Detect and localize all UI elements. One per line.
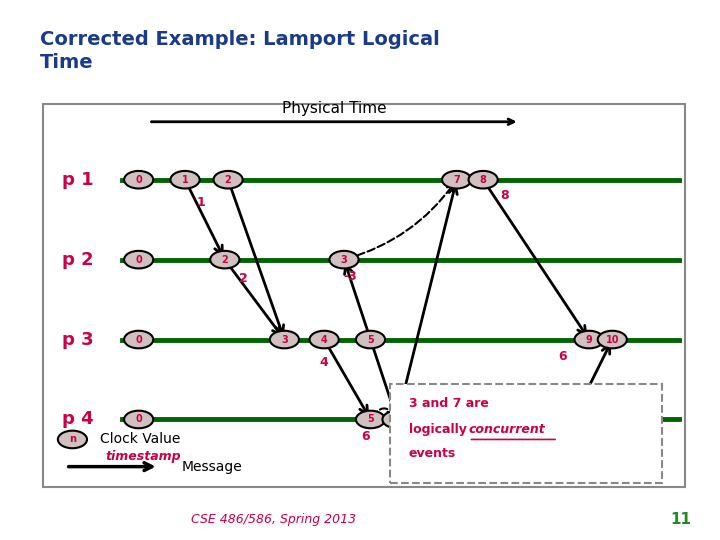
- Circle shape: [124, 251, 153, 268]
- Text: events: events: [409, 447, 456, 460]
- Text: 11: 11: [670, 511, 691, 526]
- Circle shape: [124, 331, 153, 348]
- Text: p 1: p 1: [63, 171, 94, 188]
- Text: 3: 3: [281, 335, 288, 345]
- Text: 7: 7: [454, 175, 460, 185]
- Circle shape: [58, 431, 87, 448]
- Circle shape: [598, 331, 627, 348]
- Circle shape: [558, 411, 587, 428]
- Text: 2: 2: [239, 272, 248, 285]
- FancyBboxPatch shape: [390, 383, 662, 483]
- Circle shape: [124, 171, 153, 188]
- Text: 5: 5: [367, 335, 374, 345]
- Text: 0: 0: [135, 255, 142, 265]
- Circle shape: [356, 331, 385, 348]
- Circle shape: [171, 171, 199, 188]
- Text: 9: 9: [586, 335, 593, 345]
- Text: p 3: p 3: [63, 330, 94, 348]
- Circle shape: [210, 251, 239, 268]
- Text: n: n: [69, 435, 76, 444]
- Text: 7: 7: [587, 432, 595, 445]
- Text: 8: 8: [480, 175, 487, 185]
- Circle shape: [214, 171, 243, 188]
- Text: 5: 5: [367, 415, 374, 424]
- Circle shape: [575, 331, 603, 348]
- Text: 6: 6: [361, 430, 369, 443]
- Text: Corrected Example: Lamport Logical
Time: Corrected Example: Lamport Logical Time: [40, 30, 439, 72]
- Circle shape: [382, 411, 412, 428]
- Circle shape: [356, 411, 385, 428]
- FancyBboxPatch shape: [42, 104, 685, 488]
- Text: 0: 0: [135, 335, 142, 345]
- Text: 4: 4: [320, 356, 328, 369]
- Circle shape: [124, 411, 153, 428]
- Text: 0: 0: [135, 415, 142, 424]
- Text: 6: 6: [394, 415, 400, 424]
- Text: 3: 3: [341, 255, 347, 265]
- Text: timestamp: timestamp: [106, 450, 181, 463]
- Text: 4: 4: [321, 335, 328, 345]
- Circle shape: [442, 171, 471, 188]
- Text: 8: 8: [500, 189, 508, 202]
- Text: 1: 1: [181, 175, 189, 185]
- Text: p 2: p 2: [63, 251, 94, 268]
- Text: p 4: p 4: [63, 410, 94, 428]
- Text: 3 and 7 are: 3 and 7 are: [409, 397, 489, 410]
- Text: CSE 486/586, Spring 2013: CSE 486/586, Spring 2013: [191, 514, 356, 526]
- Text: Physical Time: Physical Time: [282, 101, 387, 116]
- Text: Clock Value: Clock Value: [100, 433, 181, 447]
- Circle shape: [469, 171, 498, 188]
- Text: 6: 6: [558, 350, 567, 363]
- Text: -3: -3: [343, 270, 358, 283]
- Text: 1: 1: [197, 197, 205, 210]
- Text: 2: 2: [222, 255, 228, 265]
- Text: 7: 7: [570, 415, 576, 424]
- Circle shape: [270, 331, 299, 348]
- Circle shape: [310, 331, 338, 348]
- Text: logically: logically: [409, 423, 471, 436]
- Circle shape: [330, 251, 359, 268]
- Text: Message: Message: [181, 460, 243, 474]
- Text: concurrent: concurrent: [469, 423, 545, 436]
- Text: 10: 10: [606, 335, 619, 345]
- Text: 0: 0: [135, 175, 142, 185]
- Text: 2: 2: [225, 175, 231, 185]
